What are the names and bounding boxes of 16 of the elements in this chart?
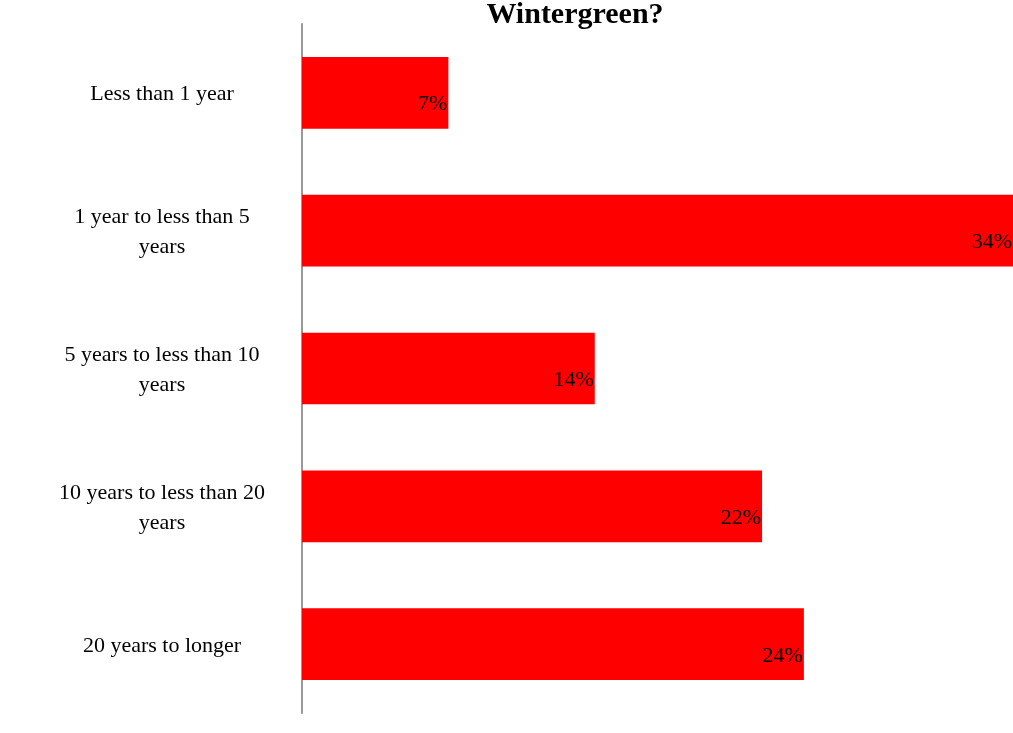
data-label: 34%: [971, 228, 1012, 254]
bar: [302, 57, 449, 129]
y-tick-label: Less than 1 year: [90, 80, 235, 106]
y-tick-label: 5 years to less than 10 years: [64, 341, 260, 396]
bar: [302, 194, 1013, 267]
bar: [302, 470, 763, 543]
y-tick-label: 10 years to less than 20 years: [59, 478, 265, 534]
bar: [302, 608, 804, 680]
data-label: 22%: [720, 503, 762, 529]
bar: [302, 332, 595, 405]
y-tick-label: 20 years to longer: [82, 631, 242, 657]
chart-title: Wintergreen?: [486, 0, 664, 29]
data-label: 7%: [418, 90, 448, 116]
y-tick-label: 1 year to less than 5 years: [74, 203, 250, 259]
data-label: 14%: [553, 366, 594, 391]
data-label: 24%: [762, 641, 803, 667]
